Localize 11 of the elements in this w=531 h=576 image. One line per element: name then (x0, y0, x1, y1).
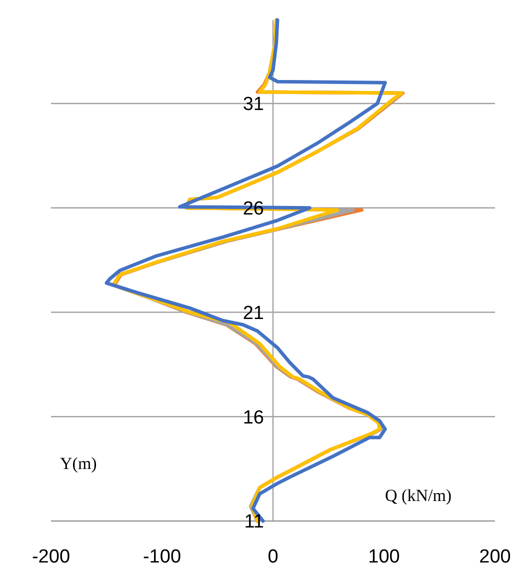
x-tick-label: 0 (268, 546, 278, 568)
y-tick-label: 21 (242, 302, 264, 324)
y-axis-title: Y(m) (60, 454, 97, 473)
x-tick-label: 200 (479, 546, 511, 568)
x-tick-label: 100 (368, 546, 400, 568)
x-axis-title: Q (kN/m) (385, 486, 452, 505)
x-tick-label: -100 (142, 546, 182, 568)
y-tick-label: 16 (242, 407, 264, 428)
y-tick-label: 11 (244, 512, 264, 533)
x-tick-label: -200 (32, 546, 70, 568)
y-tick-label: 31 (242, 94, 264, 116)
